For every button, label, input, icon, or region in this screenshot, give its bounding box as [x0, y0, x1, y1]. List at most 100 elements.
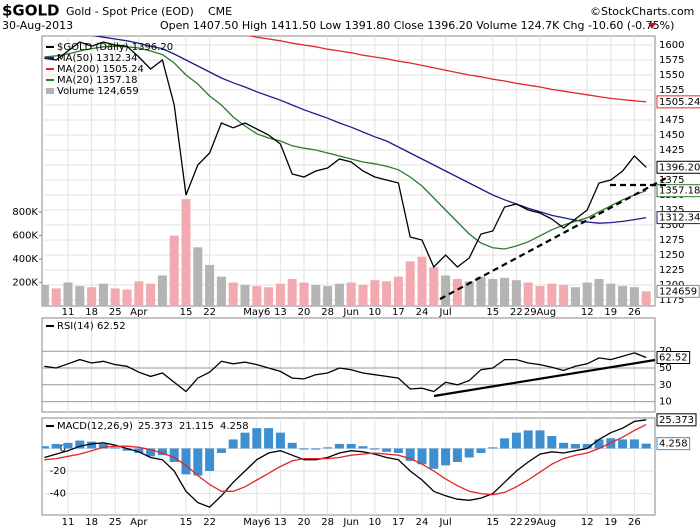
x-tick-label: 11 — [62, 307, 75, 318]
histogram-bar — [134, 448, 144, 453]
y-tick-label: 1175 — [659, 295, 684, 306]
histogram-bar — [252, 428, 262, 449]
x-tick-label: 25 — [109, 517, 122, 528]
volume-bar — [559, 284, 569, 306]
x-tick-label: 20 — [298, 307, 311, 318]
histogram-bar — [488, 447, 498, 449]
x-tick-label: 12 — [581, 517, 594, 528]
volume-bar — [169, 235, 179, 306]
series-line — [44, 45, 647, 250]
panel-plot — [44, 352, 647, 393]
histogram-bar — [193, 448, 203, 476]
histogram-bar — [228, 439, 238, 449]
x-tick-label: Jul — [439, 517, 452, 528]
volume-bar — [181, 199, 191, 306]
histogram-bar — [157, 448, 167, 456]
last-value-label: 1312.34 — [659, 213, 700, 224]
x-tick-label: 28 — [321, 307, 334, 318]
histogram-bar — [535, 430, 545, 449]
series-line — [44, 41, 647, 269]
histogram-bar — [358, 446, 368, 449]
histogram-bar — [75, 440, 85, 449]
x-tick-label: 29Aug — [524, 307, 556, 318]
volume-bar — [87, 287, 97, 306]
histogram-bar — [146, 448, 156, 457]
volume-bar — [570, 287, 580, 306]
histogram-bar — [618, 439, 628, 449]
x-tick-label: 15 — [486, 517, 499, 528]
y-tick-label: 10 — [659, 397, 672, 408]
panel-value: 25.373 — [138, 421, 173, 432]
volume-bar — [193, 247, 203, 306]
volume-bar — [464, 281, 474, 306]
x-tick-label: 22 — [510, 307, 523, 318]
histogram-bar — [287, 442, 297, 449]
series-line — [91, 36, 647, 224]
panel-title: RSI(14) 62.52 — [57, 321, 126, 332]
rsi-trend-line — [433, 358, 656, 398]
volume-bar — [228, 282, 238, 306]
histogram-bar — [441, 448, 451, 466]
y-tick-label: 1425 — [659, 145, 684, 156]
y-tick-label: 1475 — [659, 115, 684, 126]
volume-bar — [629, 287, 639, 306]
volume-bar — [535, 286, 545, 306]
x-tick-label: 10 — [368, 517, 381, 528]
macd-panel — [41, 417, 656, 516]
last-value-label: 4.258 — [659, 439, 688, 450]
histogram-bar — [334, 443, 344, 449]
x-tick-label: 28 — [321, 517, 334, 528]
legend-swatch — [46, 88, 54, 94]
x-tick-label: 20 — [298, 517, 311, 528]
volume-bar — [240, 284, 250, 306]
volume-bar — [287, 279, 297, 306]
volume-bar — [594, 279, 604, 306]
last-value-box — [656, 413, 697, 427]
histogram-bar — [464, 448, 474, 458]
y-tick-label: 30 — [659, 380, 672, 391]
histogram-bar — [98, 443, 108, 449]
last-value-box — [656, 184, 700, 198]
histogram-bar — [110, 447, 120, 449]
histogram-bar — [87, 441, 97, 449]
volume-bar — [500, 277, 510, 306]
histogram-bar — [570, 443, 580, 449]
volume-bar — [63, 282, 73, 306]
x-tick-label: 11 — [62, 517, 75, 528]
volume-bar — [606, 283, 616, 306]
price-plot — [42, 36, 651, 306]
x-tick-label: 22 — [510, 517, 523, 528]
x-tick-label: Jun — [342, 517, 359, 528]
volume-bar — [523, 282, 533, 306]
histogram-bar — [476, 448, 486, 453]
histogram-bar — [311, 448, 321, 450]
x-tick-label: 19 — [604, 517, 617, 528]
last-value-box — [656, 284, 700, 298]
volume-bar — [75, 286, 85, 306]
volume-bar — [122, 289, 132, 306]
x-tick-label: 19 — [604, 307, 617, 318]
last-value-label: 62.52 — [659, 352, 688, 363]
y-tick-label: 1325 — [659, 205, 684, 216]
y-tick-label: -40 — [50, 489, 66, 500]
volume-bar — [547, 283, 557, 306]
y-tick-label: 1250 — [659, 250, 684, 261]
histogram-bar — [181, 448, 191, 475]
panel-title: MACD(12,26,9) — [57, 421, 133, 432]
change-arrow — [648, 23, 656, 29]
volume-bar — [264, 287, 274, 306]
series-line — [44, 424, 647, 496]
panel-plot — [42, 419, 651, 508]
histogram-bar — [523, 430, 533, 449]
legend-label: $GOLD (Daily) 1396.20 — [57, 42, 173, 53]
x-tick-label: 22 — [203, 307, 216, 318]
volume-bar — [157, 275, 167, 306]
histogram-bar — [346, 443, 356, 449]
last-value-label: 1505.24 — [659, 97, 700, 108]
x-tick-label: 26 — [628, 517, 641, 528]
layer: 11 11 18 18 25 25 Apr Apr 15 15 22 22 May6 May6 13 13 20… — [12, 36, 700, 528]
panel-value: 21.115 — [179, 421, 214, 432]
histogram-bar — [205, 448, 215, 472]
histogram-bar — [275, 432, 285, 449]
histogram-bar — [299, 448, 309, 450]
